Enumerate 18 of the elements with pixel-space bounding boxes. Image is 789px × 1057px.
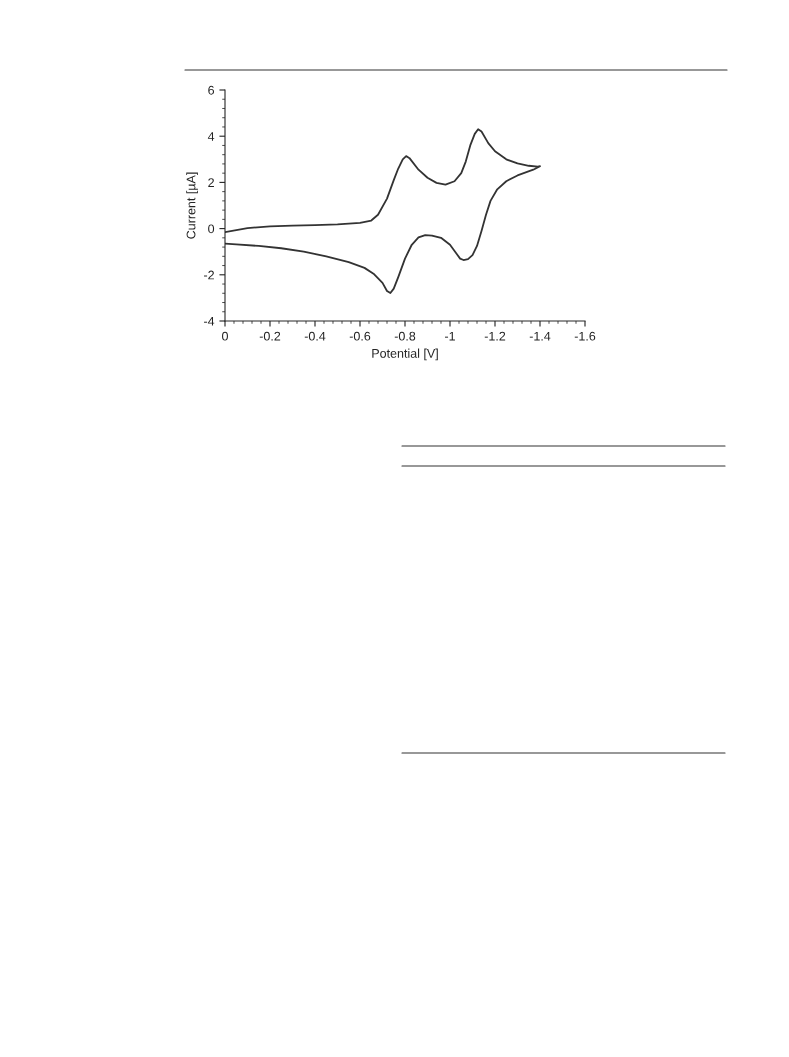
- x-tick-label: -0.6: [349, 331, 371, 341]
- x-tick-label: -0.8: [394, 331, 416, 341]
- x-tick-label: -0.2: [259, 331, 281, 341]
- x-tick-label: -1.4: [529, 331, 551, 341]
- y-tick-label: 2: [208, 178, 214, 187]
- x-axis-title: Potential [V]: [372, 348, 438, 361]
- y-tick-label: 6: [208, 85, 215, 95]
- y-axis-title: Current [µA]: [186, 172, 198, 239]
- y-tick-label: -2: [204, 270, 214, 280]
- y-tick-label: -4: [204, 316, 215, 326]
- y-tick-label: 0: [208, 224, 215, 234]
- x-tick-label: -1.2: [484, 331, 506, 341]
- x-tick-label: -1.6: [574, 331, 596, 341]
- x-tick-label: 0: [222, 331, 228, 341]
- y-tick-label: 4: [207, 132, 215, 141]
- x-tick-label: -1: [445, 331, 455, 341]
- x-tick-label: -0.4: [304, 331, 326, 341]
- line-series: [225, 128, 541, 294]
